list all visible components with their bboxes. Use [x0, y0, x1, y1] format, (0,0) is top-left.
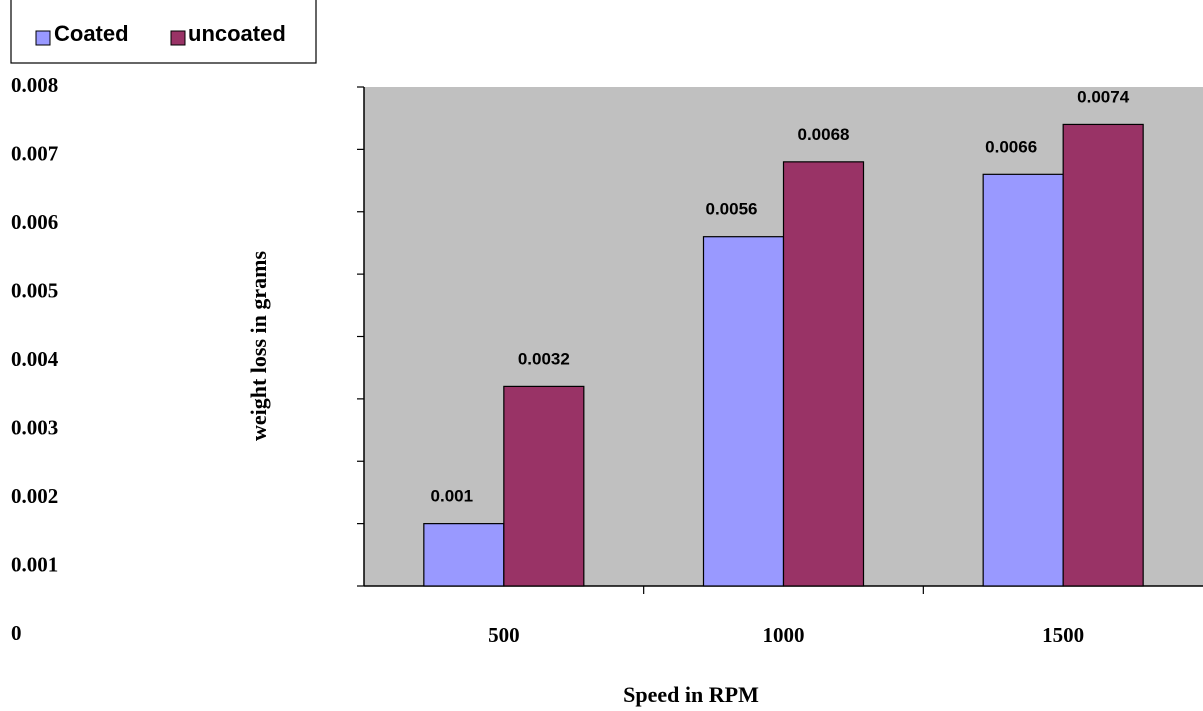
y-axis-ticks — [357, 86, 364, 587]
y-tick-label: 0 — [11, 621, 22, 645]
legend-box — [10, 0, 317, 64]
y-tick-label: 0.002 — [11, 484, 58, 508]
bar-coated-500 — [423, 523, 505, 587]
y-tick-label: 0.005 — [11, 279, 58, 303]
data-label: 0.001 — [431, 487, 474, 506]
bar-uncoated-500 — [503, 385, 585, 587]
x-axis-ticks — [643, 586, 924, 594]
data-label: 0.0032 — [518, 349, 570, 368]
y-tick-label: 0.006 — [11, 210, 58, 234]
legend-label-uncoated: uncoated — [188, 21, 286, 46]
data-label: 0.0066 — [985, 137, 1037, 156]
y-tick-label: 0.001 — [11, 553, 58, 577]
bar-uncoated-1000 — [782, 161, 865, 587]
data-labels: 0.001 0.0032 0.0056 0.0068 0.0066 0.0074 — [431, 87, 1130, 505]
data-label: 0.0056 — [706, 200, 758, 219]
legend-swatch-coated — [35, 30, 51, 46]
bars — [423, 123, 1144, 587]
x-tick-label: 1000 — [763, 623, 805, 647]
bar-coated-1500 — [982, 173, 1064, 587]
y-tick-label: 0.003 — [11, 416, 58, 440]
bar-uncoated-1500 — [1062, 123, 1144, 587]
bar-coated-1000 — [702, 236, 785, 587]
y-tick-labels: 0 0.001 0.002 0.003 0.004 0.005 0.006 0.007 0.00… — [11, 73, 59, 645]
x-tick-label: 500 — [488, 623, 520, 647]
data-label: 0.0068 — [798, 125, 850, 144]
x-tick-labels: 500 1000 1500 — [488, 623, 1084, 647]
y-tick-label: 0.004 — [11, 347, 59, 371]
x-axis-title: Speed in RPM — [623, 682, 759, 707]
legend: Coated uncoated — [10, 0, 317, 64]
data-label: 0.0074 — [1077, 87, 1130, 106]
y-tick-label: 0.007 — [11, 142, 58, 166]
legend-swatch-uncoated — [170, 30, 186, 46]
legend-label-coated: Coated — [54, 21, 129, 46]
y-tick-label: 0.008 — [11, 73, 58, 97]
x-tick-label: 1500 — [1042, 623, 1084, 647]
y-axis-title: weight loss in grams — [246, 251, 271, 442]
